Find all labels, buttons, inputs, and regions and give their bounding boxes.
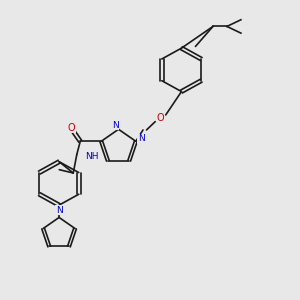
Text: N: N — [112, 121, 118, 130]
Text: NH: NH — [85, 152, 99, 161]
Text: N: N — [138, 134, 144, 143]
Text: N: N — [56, 206, 62, 214]
Text: O: O — [157, 113, 164, 123]
Text: O: O — [68, 123, 75, 133]
